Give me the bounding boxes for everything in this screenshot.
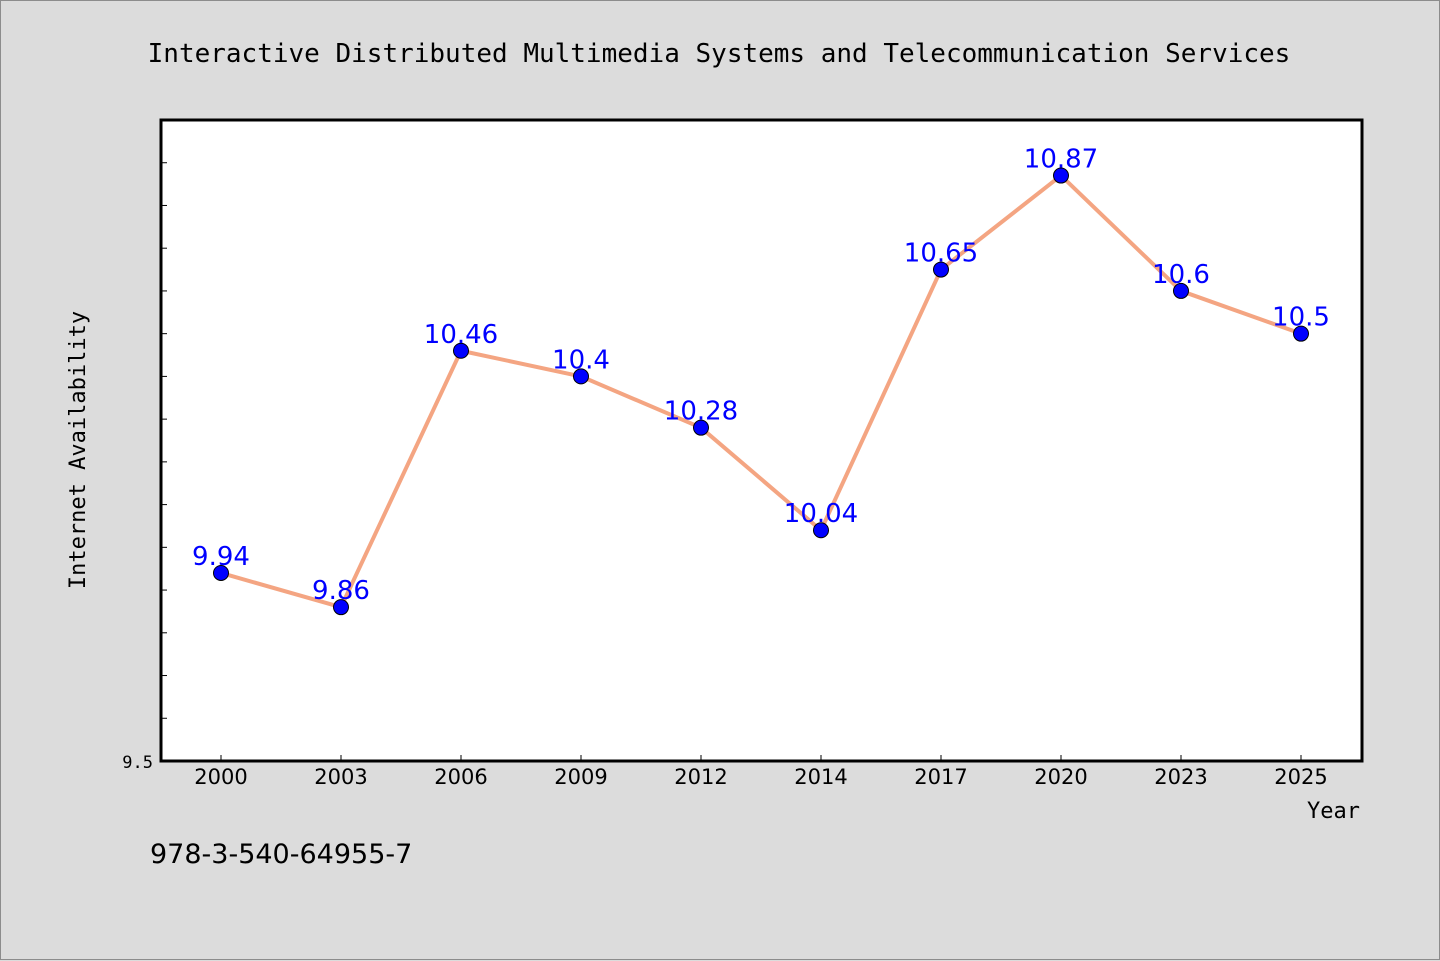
x-tick-label: 2012 — [674, 765, 727, 789]
y-axis-label: Internet Availability — [66, 311, 91, 589]
x-axis-tick-labels: 2000 2003 2006 2009 2012 2014 2017 2020 2023 2025 — [194, 765, 1327, 789]
data-label: 10.04 — [784, 499, 858, 529]
x-tick-label: 2000 — [194, 765, 247, 789]
data-point — [333, 599, 349, 616]
data-label: 10.28 — [664, 397, 738, 427]
data-label: 9.86 — [312, 576, 370, 606]
data-point — [813, 522, 829, 539]
plot-area — [159, 118, 1364, 763]
x-axis-ticks — [220, 755, 1302, 761]
chart-title: Interactive Distributed Multimedia Syste… — [148, 39, 1291, 69]
x-tick-label: 2003 — [314, 765, 367, 789]
y-axis-ticks — [161, 162, 167, 719]
data-point — [933, 261, 949, 278]
data-label: 9.94 — [192, 542, 250, 572]
data-point — [1293, 325, 1309, 342]
data-point — [453, 342, 469, 359]
data-label: 10.87 — [1024, 145, 1098, 175]
x-tick-label: 2020 — [1034, 765, 1087, 789]
x-tick-label: 2025 — [1274, 765, 1327, 789]
data-labels: 9.94 9.86 10.46 10.4 10.28 10.04 10.65 10.87 10.… — [192, 145, 1330, 607]
series-line — [220, 173, 1302, 610]
x-tick-label: 2017 — [914, 765, 967, 789]
data-point — [573, 368, 589, 385]
isbn-text: 978-3-540-64955-7 — [150, 839, 412, 870]
series-markers — [213, 167, 1309, 616]
x-tick-label: 2014 — [794, 765, 847, 789]
data-point — [213, 564, 229, 581]
data-label: 10.5 — [1272, 303, 1330, 333]
data-point — [693, 419, 709, 436]
data-point — [1173, 282, 1189, 299]
data-label: 10.4 — [552, 345, 610, 375]
x-tick-label: 2009 — [554, 765, 607, 789]
data-point — [1053, 167, 1069, 184]
y-tick-label: 9.5 — [122, 753, 153, 773]
data-label: 10.46 — [424, 320, 498, 350]
data-label: 10.65 — [904, 239, 978, 269]
x-axis-label: Year — [1307, 799, 1360, 824]
data-label: 10.6 — [1152, 260, 1210, 290]
x-tick-label: 2023 — [1154, 765, 1207, 789]
x-tick-label: 2006 — [434, 765, 487, 789]
